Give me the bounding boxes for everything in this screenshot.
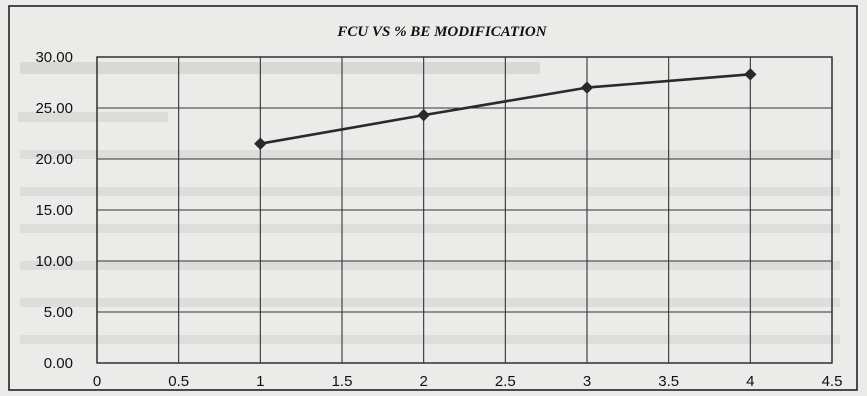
x-tick-label: 1 (256, 373, 264, 390)
series-layer (254, 68, 757, 150)
y-tick-label: 10.00 (35, 253, 73, 270)
y-tick-label: 30.00 (35, 49, 73, 66)
x-tick-label: 4 (746, 373, 754, 390)
data-point-marker (417, 108, 430, 122)
series-line (260, 73, 751, 145)
y-tick-label: 25.00 (35, 100, 73, 117)
x-tick-label: 2.5 (495, 373, 516, 390)
x-tick-label: 1.5 (332, 373, 353, 390)
y-axis-ticks: 0.00 5.00 10.00 15.00 20.00 25.00 30.00 (35, 49, 73, 372)
data-point-marker (580, 81, 594, 94)
x-tick-label: 4.5 (822, 373, 843, 390)
x-tick-label: 3 (583, 373, 591, 390)
y-tick-label: 0.00 (44, 355, 73, 372)
scan-bleed-through (18, 62, 840, 344)
y-tick-label: 15.00 (35, 202, 73, 219)
y-tick-label: 20.00 (35, 151, 73, 168)
y-tick-label: 5.00 (44, 304, 73, 321)
chart-frame (8, 5, 858, 391)
gridlines (97, 57, 832, 363)
chart-title: FCU VS % BE MODIFICATION (336, 24, 547, 40)
x-tick-label: 2 (419, 373, 427, 390)
data-point-marker (744, 68, 757, 81)
data-point-marker (254, 137, 267, 150)
x-tick-label: 0 (93, 373, 101, 390)
x-tick-label: 3.5 (658, 373, 679, 390)
x-tick-label: 0.5 (168, 373, 189, 390)
x-axis-ticks: 0 0.5 1 1.5 2 2.5 3 3.5 4 4.5 (93, 373, 843, 390)
